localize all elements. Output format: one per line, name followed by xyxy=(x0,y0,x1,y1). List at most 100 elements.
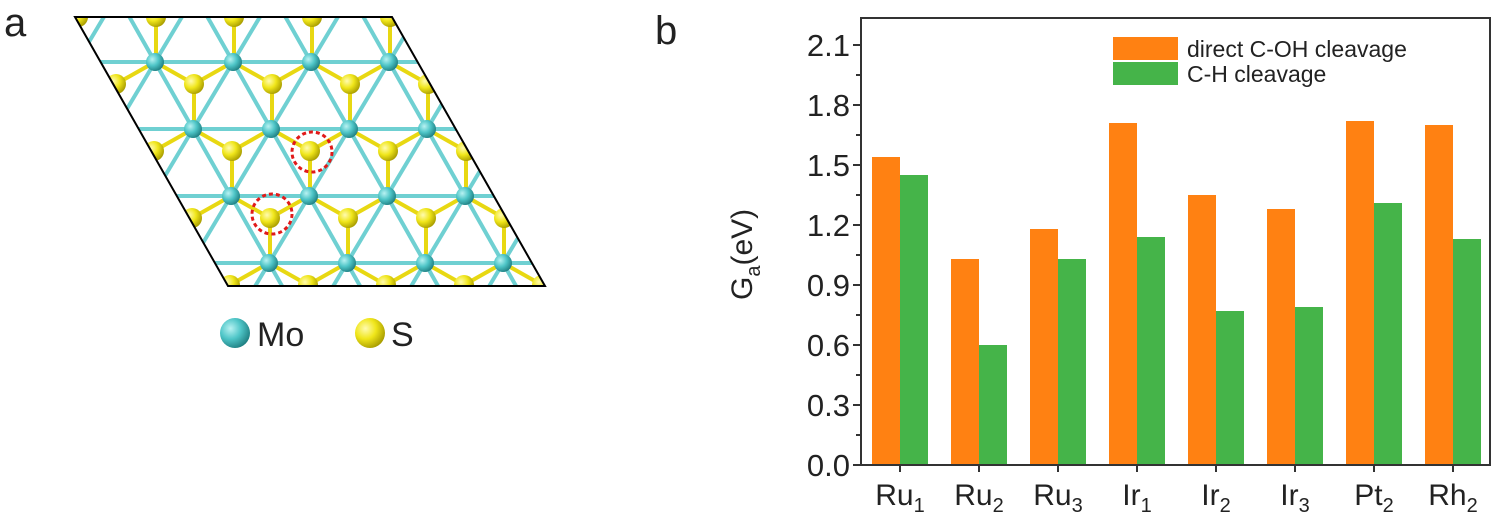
mo-atom xyxy=(416,254,434,272)
plot-frame xyxy=(860,17,1491,466)
mo-mo-bond xyxy=(191,60,235,131)
mo-mo-bond xyxy=(0,129,37,196)
mo-mo-bond xyxy=(307,330,345,397)
mo-mo-bond xyxy=(193,17,235,63)
site-marker xyxy=(250,192,294,236)
mo-s-bond xyxy=(620,263,659,285)
mo-s-bond xyxy=(660,196,699,218)
mo-s-bond xyxy=(623,62,662,84)
mo-s-bond xyxy=(736,330,775,352)
mo-mo-bond xyxy=(387,61,429,130)
mo-atom xyxy=(262,120,280,138)
x-tick-label: Ir2 xyxy=(1201,479,1230,514)
mo-mo-bond xyxy=(623,62,661,129)
s-atom xyxy=(650,208,670,228)
mo-s-bond xyxy=(72,397,111,419)
mo-mo-bond xyxy=(657,330,697,397)
bar-c-oh-ru3 xyxy=(1030,229,1058,465)
mo-mo-bond xyxy=(231,61,273,130)
s-atom xyxy=(0,141,8,161)
mo-s-bond xyxy=(541,261,545,286)
bar-c-h-ir3 xyxy=(1295,307,1323,465)
s-atom xyxy=(180,342,200,362)
mo-mo-bond xyxy=(701,62,739,129)
mo-s-bond xyxy=(541,330,580,352)
y-axis-label: Ga(eV) xyxy=(726,209,765,300)
bar-c-h-ir1 xyxy=(1137,237,1165,465)
mo-atom xyxy=(654,0,672,4)
mo-mo-bond xyxy=(619,263,659,330)
mo-s-bond xyxy=(504,127,545,153)
bar-chart: Ru1 Ru2 Ru3 Ir1 Ir2 Ir3 Pt2 Rh2 0.0 0.3 0.6 0.9 1.2 1… xyxy=(807,17,1491,514)
s-atom xyxy=(218,409,238,429)
mo-atom xyxy=(576,0,594,4)
mo-mo-bond xyxy=(153,17,197,64)
mo-atom xyxy=(260,254,278,272)
s-atom xyxy=(378,141,398,161)
mo-atom xyxy=(732,0,750,4)
bar-c-oh-ir1 xyxy=(1109,123,1137,465)
y-tick-label: 0.6 xyxy=(807,328,850,363)
s-atom xyxy=(338,208,358,228)
s-atom xyxy=(570,342,590,362)
mo-atom xyxy=(224,53,242,71)
mo-mo-bond xyxy=(227,397,267,464)
mo-mo-bond xyxy=(695,397,735,464)
mo-mo-bond xyxy=(149,261,193,286)
mo-mo-bond xyxy=(75,195,115,264)
mo-mo-bond xyxy=(153,61,195,130)
mo-atom xyxy=(340,120,358,138)
s-atom xyxy=(75,17,88,27)
mo-atom xyxy=(142,321,160,339)
mo-s-bond xyxy=(741,0,780,17)
mo-s-bond xyxy=(113,194,154,220)
mo-mo-bond xyxy=(697,330,735,397)
mo-s-bond xyxy=(0,330,34,352)
mo-atom xyxy=(342,0,360,4)
mo-mo-bond xyxy=(267,397,305,464)
s-atom xyxy=(262,74,282,94)
bar-c-oh-rh2 xyxy=(1425,125,1453,465)
s-atom xyxy=(302,17,322,27)
mo-s-bond xyxy=(345,397,384,419)
s-legend-icon xyxy=(355,318,385,348)
mo-mo-bond xyxy=(71,397,111,464)
mo-atom xyxy=(650,254,668,272)
mo-atom xyxy=(0,53,8,71)
mo-s-bond xyxy=(75,194,76,220)
s-atom xyxy=(686,409,706,429)
mo-mo-bond xyxy=(543,17,545,64)
mo-s-bond xyxy=(75,194,115,220)
mo-atom xyxy=(494,254,512,272)
mo-atom xyxy=(186,0,204,4)
mo-mo-bond xyxy=(739,129,777,196)
mo-s-bond xyxy=(151,330,190,352)
mo-s-bond xyxy=(306,397,345,419)
mo-s-bond xyxy=(818,62,857,84)
mo-s-bond xyxy=(697,330,736,352)
mo-mo-bond xyxy=(463,195,505,264)
mo-mo-bond xyxy=(425,60,469,131)
mo-mo-bond xyxy=(423,262,465,286)
x-tick-label: Ru3 xyxy=(1033,479,1082,514)
mo-s-bond xyxy=(307,330,346,352)
mo-atom xyxy=(648,388,666,406)
mo-s-bond xyxy=(428,17,469,19)
mo-s-bond xyxy=(542,194,545,220)
y-tick-label: 0.9 xyxy=(807,268,850,303)
mo-s-bond xyxy=(75,17,79,19)
mo-s-bond xyxy=(114,127,155,153)
mo-mo-bond xyxy=(111,194,155,265)
mo-atom xyxy=(454,321,472,339)
mo-mo-bond xyxy=(423,330,463,397)
mo-s-bond xyxy=(657,397,696,419)
mo-mo-bond xyxy=(541,127,545,198)
s-atom xyxy=(770,7,790,27)
mo-mo-bond xyxy=(33,330,73,397)
mo-mo-bond xyxy=(269,60,313,131)
s-atom xyxy=(614,7,634,27)
mo-s-bond xyxy=(77,17,118,19)
mo-mo-bond xyxy=(699,129,739,196)
mo-mo-bond xyxy=(0,62,37,129)
